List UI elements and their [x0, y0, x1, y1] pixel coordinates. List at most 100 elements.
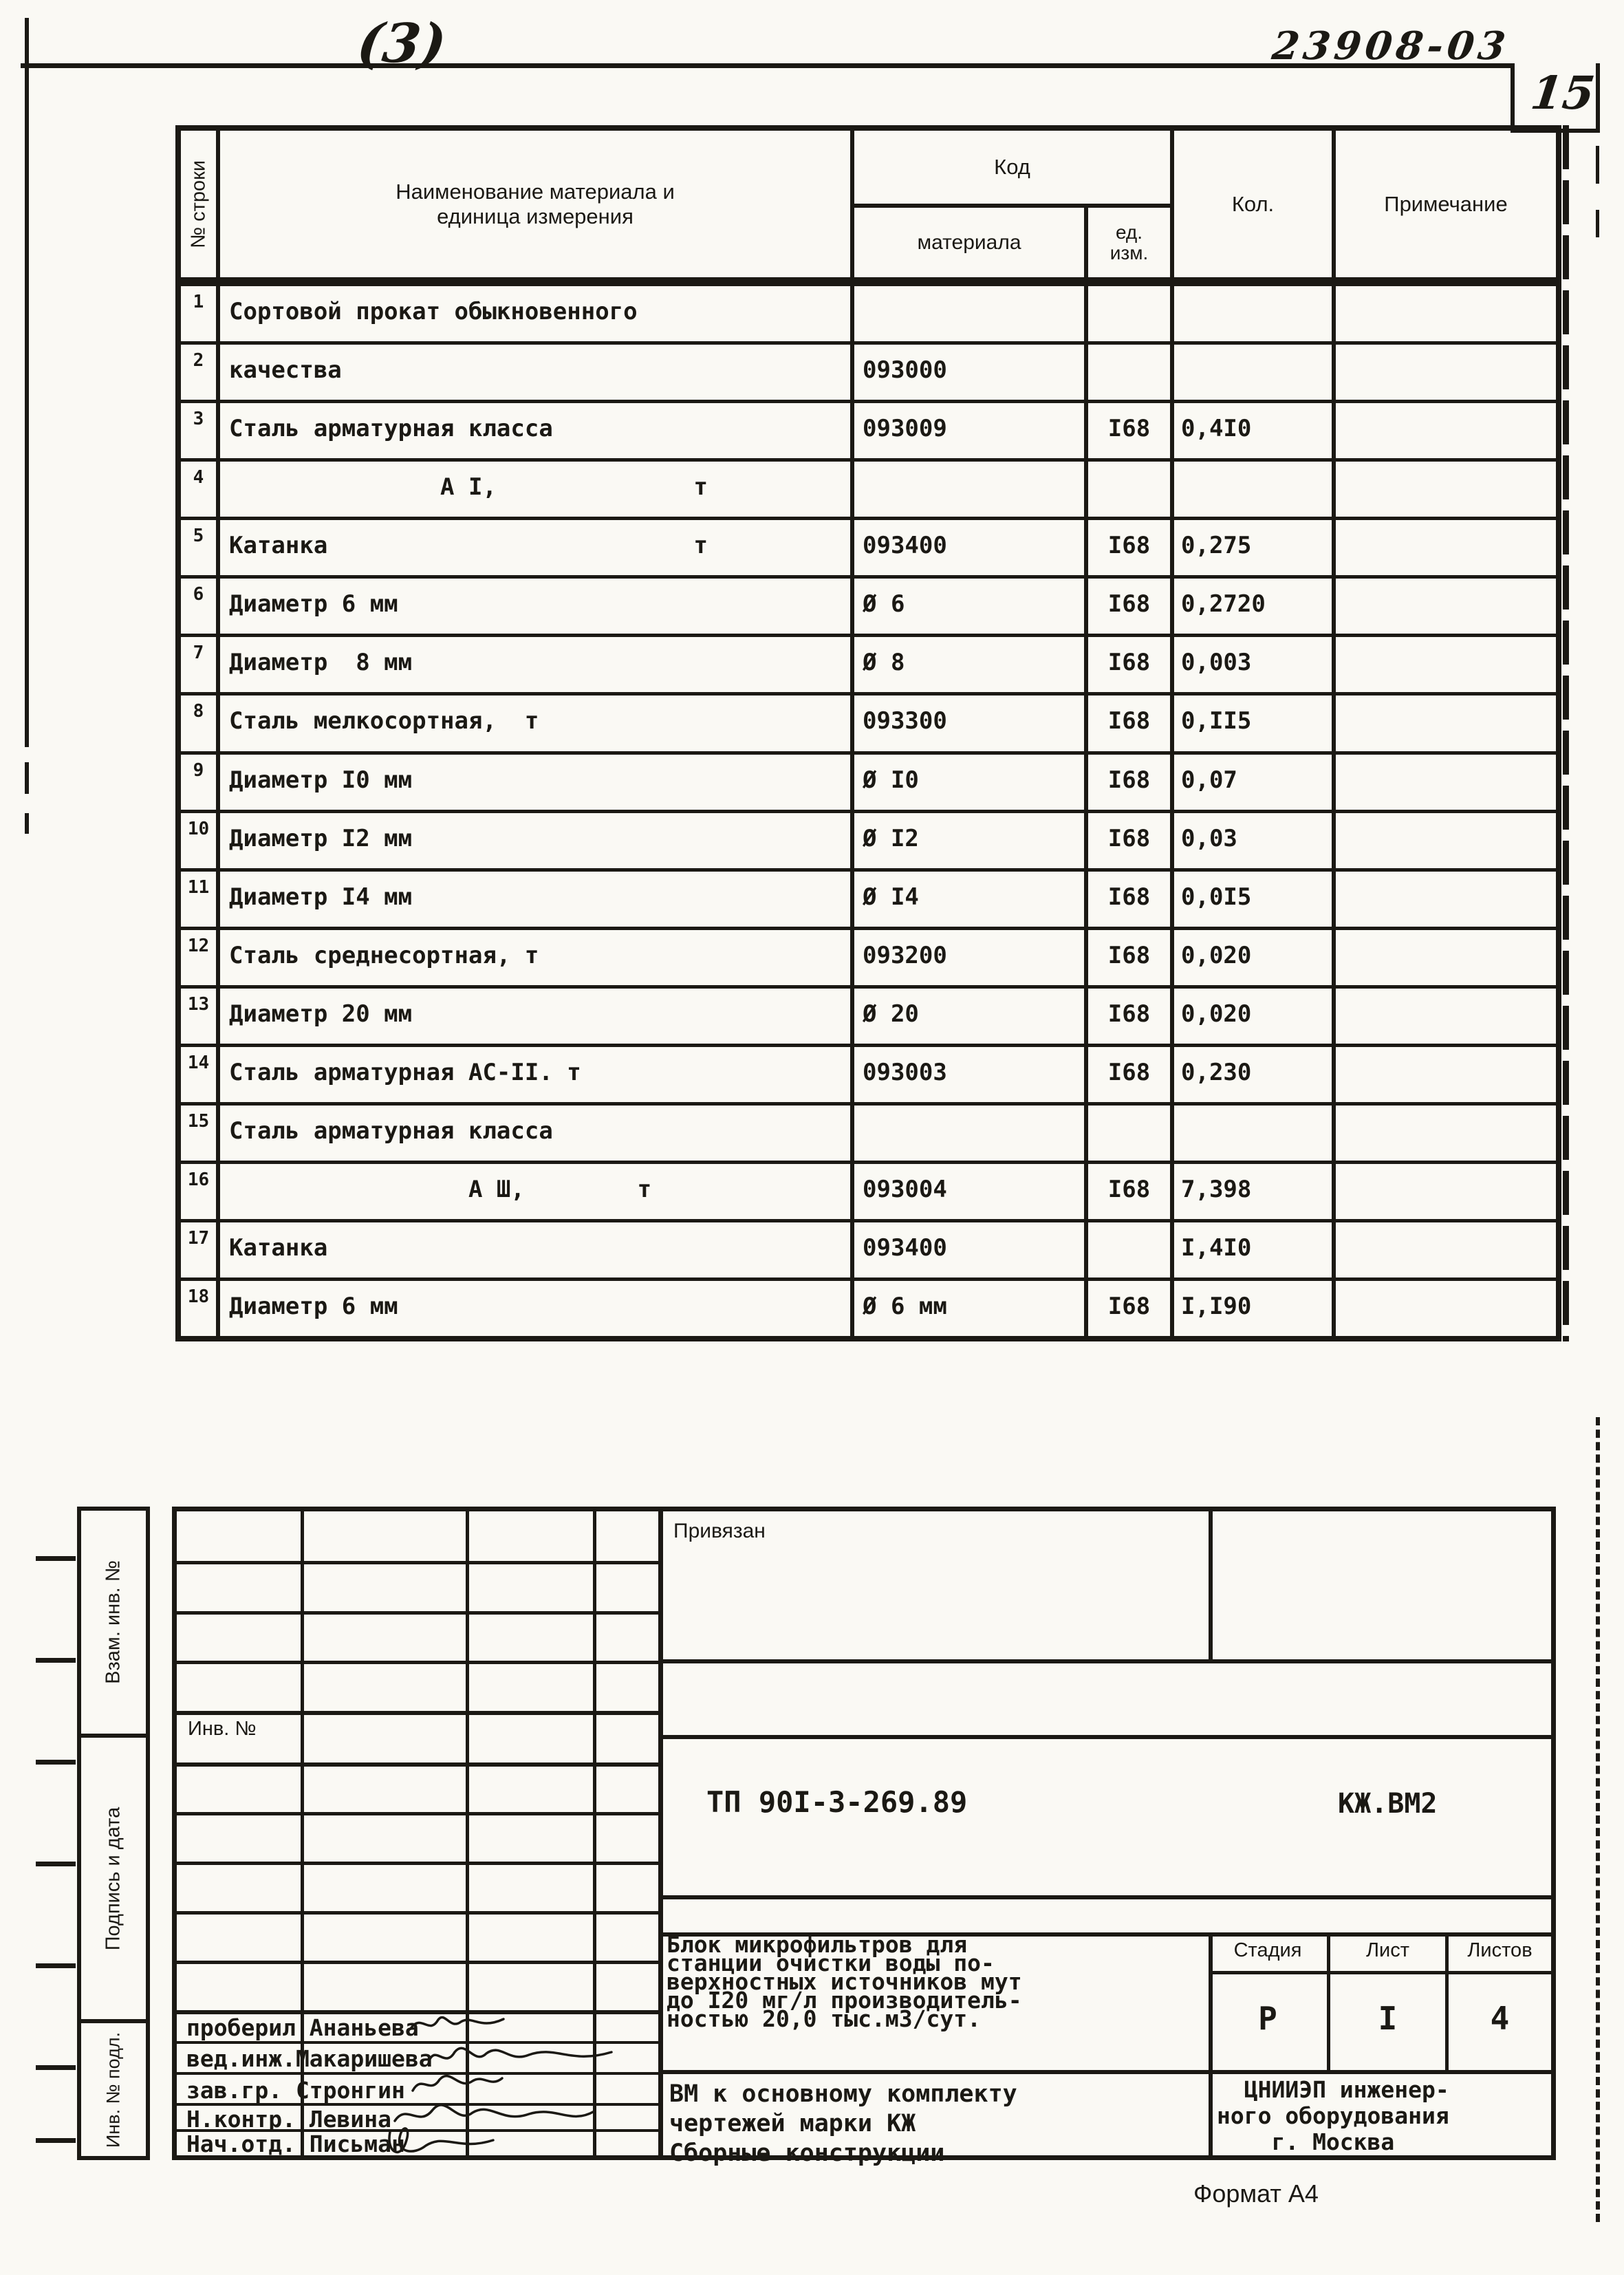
cell-qty: 0,230	[1174, 1046, 1336, 1102]
cell-qty: 7,398	[1174, 1163, 1336, 1219]
table-row: 13 Диаметр 20 мм Ø 20 I68 0,020	[181, 988, 1556, 1047]
table-row: 7 Диаметр 8 мм Ø 8 I68 0,003	[181, 637, 1556, 696]
cell-name: А I, т	[220, 462, 854, 517]
cell-note	[1336, 989, 1556, 1044]
side-label-box: Подпись и дата	[81, 1738, 146, 2023]
table-row: 11 Диаметр I4 мм Ø I4 I68 0,0I5	[181, 871, 1556, 930]
side-label-vzam: Взам. инв. №	[102, 1560, 124, 1684]
sheets-label: Листов	[1467, 1939, 1533, 1961]
cell-name: Сталь арматурная АС-II. т	[220, 1046, 854, 1102]
cell-name: Диаметр 8 мм	[220, 637, 854, 693]
signature-row: Нач.отд. Письман	[186, 2131, 405, 2157]
table-header: № строки Наименование материала и единиц…	[181, 131, 1556, 286]
fold-tick	[36, 1760, 76, 1765]
table-row: 18 Диаметр 6 мм Ø 6 мм I68 I,I90	[181, 1281, 1556, 1337]
cell-code: 093200	[854, 929, 1088, 985]
cell-qty: I,I90	[1174, 1281, 1336, 1337]
corner-box-right-line	[1596, 63, 1600, 133]
cell-qty	[1174, 286, 1336, 342]
grid-line	[662, 1659, 1551, 1663]
left-border-dash	[25, 762, 29, 794]
edge-mark	[1596, 146, 1599, 184]
side-label-podpis: Подпись и дата	[102, 1807, 124, 1950]
signature-scribble	[428, 2047, 613, 2062]
cell-code: 093009	[854, 403, 1088, 459]
cell-code: 093000	[854, 345, 1088, 400]
grid-line	[177, 2041, 662, 2044]
cell-name: Катанка т	[220, 520, 854, 576]
cell-unit: I68	[1088, 696, 1174, 751]
signature-row: вед.инж.Макаришева	[186, 2045, 433, 2072]
cell-row-no: 7	[181, 637, 220, 693]
cell-code: 093004	[854, 1163, 1088, 1219]
corner-box-bottom-line	[1511, 129, 1600, 133]
cell-note	[1336, 696, 1556, 751]
cell-code	[854, 462, 1088, 517]
attached-label: Привязан	[673, 1520, 766, 1542]
cell-name: Сортовой прокат обыкновенного	[220, 286, 854, 342]
table-row: 12 Сталь среднесортная, т 093200 I68 0,020	[181, 929, 1556, 989]
cell-row-no: 14	[181, 1046, 220, 1102]
sheets-value: 4	[1490, 2000, 1510, 2037]
cell-note	[1336, 579, 1556, 634]
cell-unit	[1088, 345, 1174, 400]
cell-qty	[1174, 345, 1336, 400]
grid-line	[662, 1932, 1551, 1937]
cell-row-no: 8	[181, 696, 220, 751]
cell-code: Ø 20	[854, 988, 1088, 1044]
grid-line	[1327, 1932, 1330, 2070]
cell-row-no: 3	[181, 403, 220, 459]
cell-qty: 0,II5	[1174, 696, 1336, 751]
header-note: Примечание	[1384, 191, 1508, 216]
top-border-line	[21, 63, 1511, 68]
cell-code	[854, 286, 1088, 342]
cell-code: Ø 6 мм	[854, 1281, 1088, 1337]
grid-line	[662, 2070, 1551, 2074]
grid-line	[1209, 1932, 1213, 2155]
edge-mark	[1596, 210, 1599, 237]
fold-tick	[36, 2065, 76, 2070]
grid-line	[177, 1911, 662, 1915]
grid-line	[177, 1961, 662, 1964]
cell-qty	[1174, 1105, 1336, 1161]
cell-qty: 0,0I5	[1174, 871, 1336, 927]
table-row: 14 Сталь арматурная АС-II. т 093003 I68 0,23…	[181, 1046, 1556, 1106]
cell-qty	[1174, 462, 1336, 517]
cell-unit	[1088, 286, 1174, 342]
cell-code: Ø I0	[854, 754, 1088, 810]
title-block: Инв. № Привязан ТП 90I-3-269.89 КЖ.ВМ2 Б…	[172, 1507, 1556, 2167]
cell-qty: I,4I0	[1174, 1222, 1336, 1278]
cell-note	[1336, 1222, 1556, 1277]
grid-line	[1209, 1971, 1551, 1974]
cell-name: Катанка	[220, 1222, 854, 1278]
cell-name: Диаметр 6 мм	[220, 1281, 854, 1337]
grid-line	[1445, 1932, 1449, 2070]
grid-line	[177, 2072, 662, 2075]
cell-unit: I68	[1088, 1163, 1174, 1219]
cell-note	[1336, 930, 1556, 985]
signature-scribble	[409, 2016, 505, 2030]
fold-tick	[36, 2138, 76, 2143]
cell-row-no: 18	[181, 1281, 220, 1337]
cell-code: Ø 8	[854, 637, 1088, 693]
cell-qty: 0,07	[1174, 754, 1336, 810]
table-row: 1 Сортовой прокат обыкновенного	[181, 286, 1556, 345]
grid-line	[177, 1561, 662, 1564]
cell-qty: 0,003	[1174, 637, 1336, 693]
designation: ТП 90I-3-269.89	[706, 1785, 968, 1819]
grid-line	[658, 1511, 663, 2155]
header-code-group: Код материала ед. изм.	[854, 131, 1174, 277]
cell-note	[1336, 872, 1556, 927]
cell-note	[1336, 462, 1556, 517]
header-code-material: материала	[854, 208, 1088, 277]
cell-code: 093300	[854, 696, 1088, 751]
grid-line	[177, 1661, 662, 1664]
header-code-unit: ед. изм.	[1109, 222, 1149, 263]
grid-line	[593, 1511, 596, 2155]
table-row: 15 Сталь арматурная класса	[181, 1105, 1556, 1164]
cell-unit: I68	[1088, 579, 1174, 634]
cell-qty: 0,2720	[1174, 579, 1336, 634]
cell-unit	[1088, 462, 1174, 517]
cell-row-no: 6	[181, 579, 220, 634]
cell-code	[854, 1105, 1088, 1161]
